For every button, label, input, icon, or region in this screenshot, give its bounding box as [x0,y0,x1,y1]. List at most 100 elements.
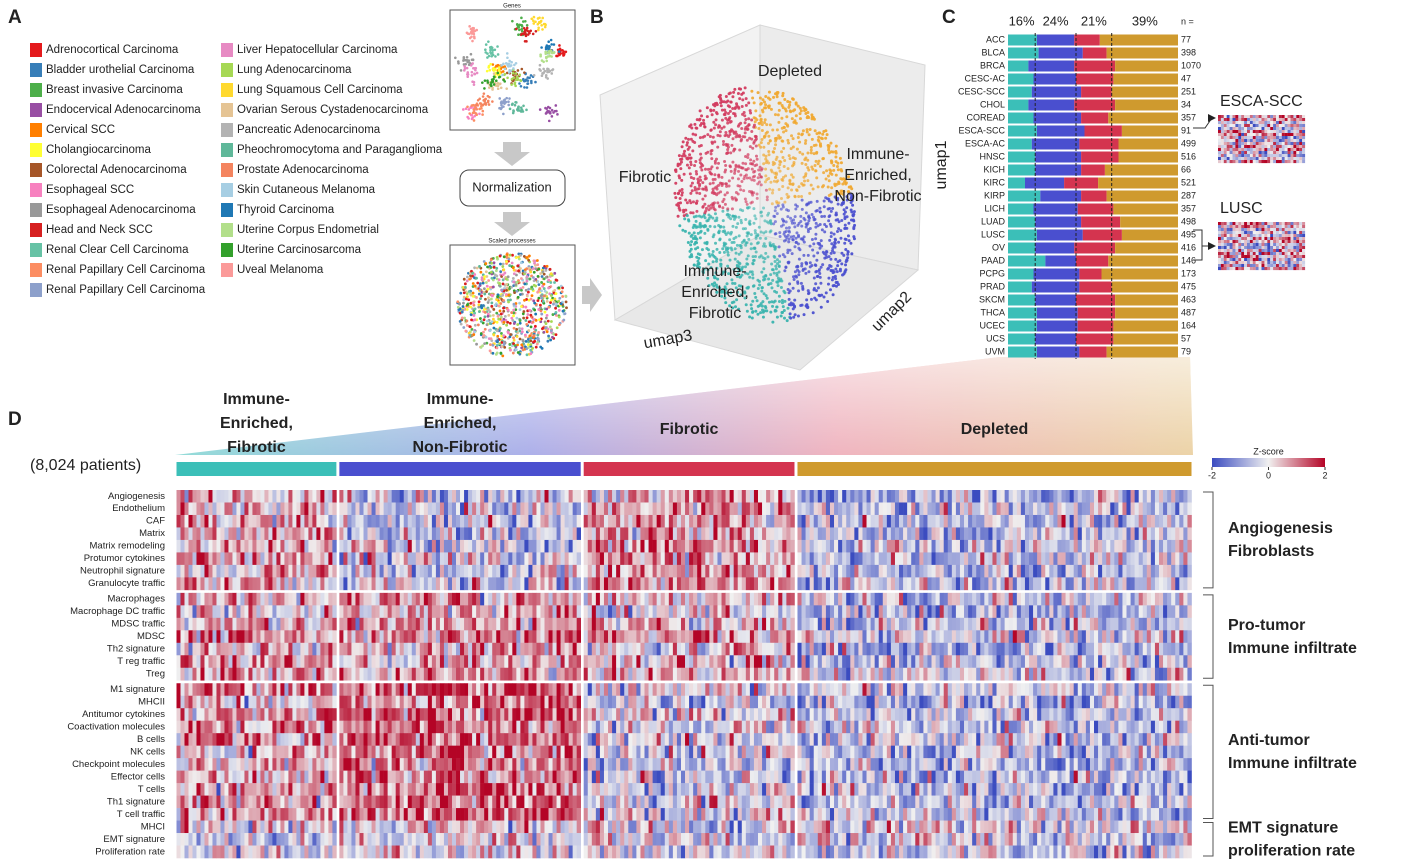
inset-cell [1284,258,1288,262]
scaled-dot [482,334,485,338]
scaled-dot [536,333,540,337]
inset-cell [1281,160,1285,164]
scaled-dot [508,264,512,267]
scaled-dot [511,253,514,257]
umap-dot [789,216,793,220]
umap-dot [680,193,684,197]
scaled-dot [500,345,504,348]
inset-cell [1273,258,1277,262]
scaled-dot [538,287,542,290]
tsne-dot [547,119,551,123]
scaled-dot [509,333,513,336]
inset-cell [1264,142,1268,146]
tsne-dot [522,104,525,108]
inset-cell [1258,264,1262,268]
inset-cell [1273,222,1277,226]
tsne-dot [471,62,474,65]
heatmap-cell [834,502,839,516]
inset-cell [1258,139,1262,143]
scaled-dot [490,261,494,265]
umap-dot [806,151,810,155]
umap-dot [824,249,828,253]
scaled-dot [533,261,536,265]
tsne-dot [516,78,520,81]
inset-cell [1302,267,1306,271]
umap-dot [795,204,799,208]
umap-dot [779,160,783,164]
inset-cell [1220,222,1224,226]
bar-segment [1035,242,1075,254]
umap-dot [824,225,828,229]
inset-cell [1229,237,1233,241]
scaled-dot [542,287,546,290]
n-label: 357 [1181,112,1196,122]
inset-cell [1267,264,1271,268]
heatmap-cell [476,514,481,528]
umap-dot [689,201,693,205]
tsne-dot [470,32,474,35]
inset-cell [1293,148,1297,152]
cluster-header: Fibrotic [227,439,286,456]
umap-dot [834,267,838,271]
inset-cell [1252,130,1256,134]
heatmap-cell [1114,502,1119,516]
heatmap-cell [407,502,413,516]
scaled-dot [485,290,488,294]
umap-dot [751,96,755,100]
inset-cell [1232,145,1236,149]
inset-cell [1296,222,1300,226]
inset-cell [1284,157,1288,161]
tsne-dot [510,103,514,106]
inset-cell [1229,267,1233,271]
heatmap-cell [1102,502,1107,516]
inset-cell [1255,246,1259,250]
scaled-dot [484,262,488,265]
arrowhead [1208,242,1216,250]
umap-dot [792,221,796,225]
heatmap-cell [1118,502,1123,516]
scaled-dot [536,338,540,342]
tsne-dot [488,68,492,72]
inset-cell [1299,234,1303,238]
umap-dot [724,100,728,104]
heatmap-cell [456,514,461,528]
inset-cell [1218,139,1221,143]
inset-cell [1287,118,1291,122]
umap-dot [717,183,721,187]
inset-cell [1252,145,1256,149]
scaled-dot [512,314,515,318]
umap-dot [706,133,710,137]
heatmap-cell [536,490,541,503]
heatmap-cell [292,502,297,516]
colorbar-tick-label: 2 [1322,470,1327,480]
inset-cell [1241,154,1245,158]
umap-dot [812,276,816,280]
overall-label: 39% [1132,13,1158,28]
inset-cell [1258,222,1262,226]
umap-dot [677,154,681,158]
tsne-dot [507,100,510,103]
inset-cell [1238,246,1242,250]
scaled-dot [542,330,546,334]
heatmap-cell [280,514,285,528]
umap-dot [710,157,714,161]
heatmap-cell [846,502,851,516]
inset-cell [1284,243,1288,247]
umap-dot [834,277,838,281]
tsne-dot [475,108,479,111]
legend-label: Bladder urothelial Carcinoma [46,64,195,76]
umap-dot [682,208,686,212]
tsne-dot [472,66,476,70]
umap-dot [693,186,697,190]
umap-dot [688,249,692,253]
heatmap-cell [753,502,759,516]
heatmap-cell [701,490,706,503]
umap-dot [703,216,707,220]
umap-dot [788,179,792,183]
inset-cell [1252,231,1256,235]
category-label: LUAD [981,216,1006,226]
umap-dot [726,247,730,251]
tsne-dot [464,107,468,110]
umap-dot [840,189,844,193]
inset-cell [1278,267,1282,271]
